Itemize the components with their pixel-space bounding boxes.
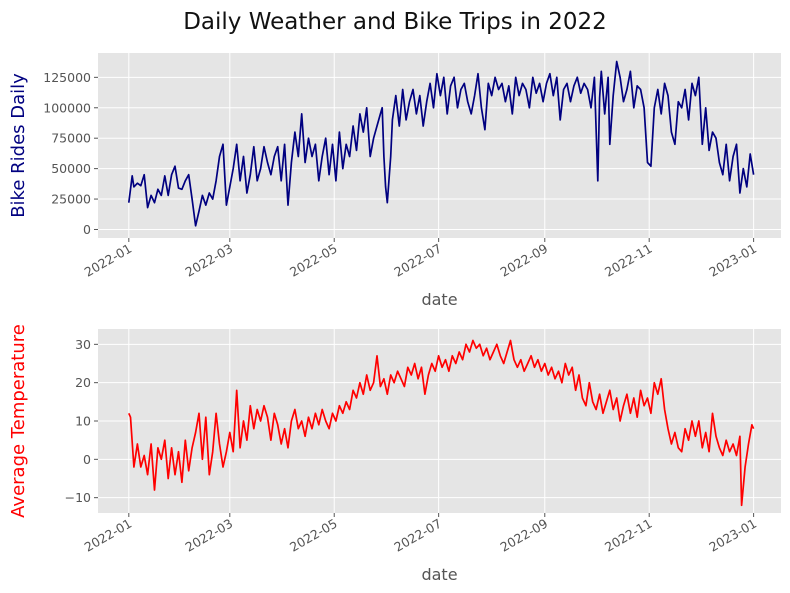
- y-tick-label: −10: [65, 490, 91, 505]
- y-ticks-top: 0 25000 50000 75000 100000 125000: [43, 70, 98, 237]
- y-ticks-bottom: −10 0 10 20 30: [65, 337, 98, 505]
- x-axis-label-top: date: [421, 290, 457, 309]
- y-axis-label-top: Bike Rides Daily: [8, 73, 29, 218]
- y-tick-label: 75000: [51, 131, 91, 146]
- y-tick-label: 0: [83, 452, 91, 467]
- y-tick-label: 25000: [51, 192, 91, 207]
- series-line-bike-rides: [127, 60, 755, 227]
- y-tick-label: 10: [75, 414, 91, 429]
- x-axis-label-bottom: date: [421, 565, 457, 584]
- y-tick-label: 0: [83, 222, 91, 237]
- y-tick-label: 50000: [51, 161, 91, 176]
- y-tick-label: 30: [75, 337, 91, 352]
- y-tick-label: 100000: [43, 100, 91, 115]
- y-axis-label-bottom: Average Temperature: [8, 324, 29, 518]
- series-line-temperature: [128, 339, 755, 507]
- plot-area-top: [98, 53, 781, 238]
- y-tick-label: 125000: [43, 70, 91, 85]
- grid-top: [98, 53, 781, 238]
- y-tick-label: 20: [75, 375, 91, 390]
- chart-title: Daily Weather and Bike Trips in 2022: [183, 9, 607, 35]
